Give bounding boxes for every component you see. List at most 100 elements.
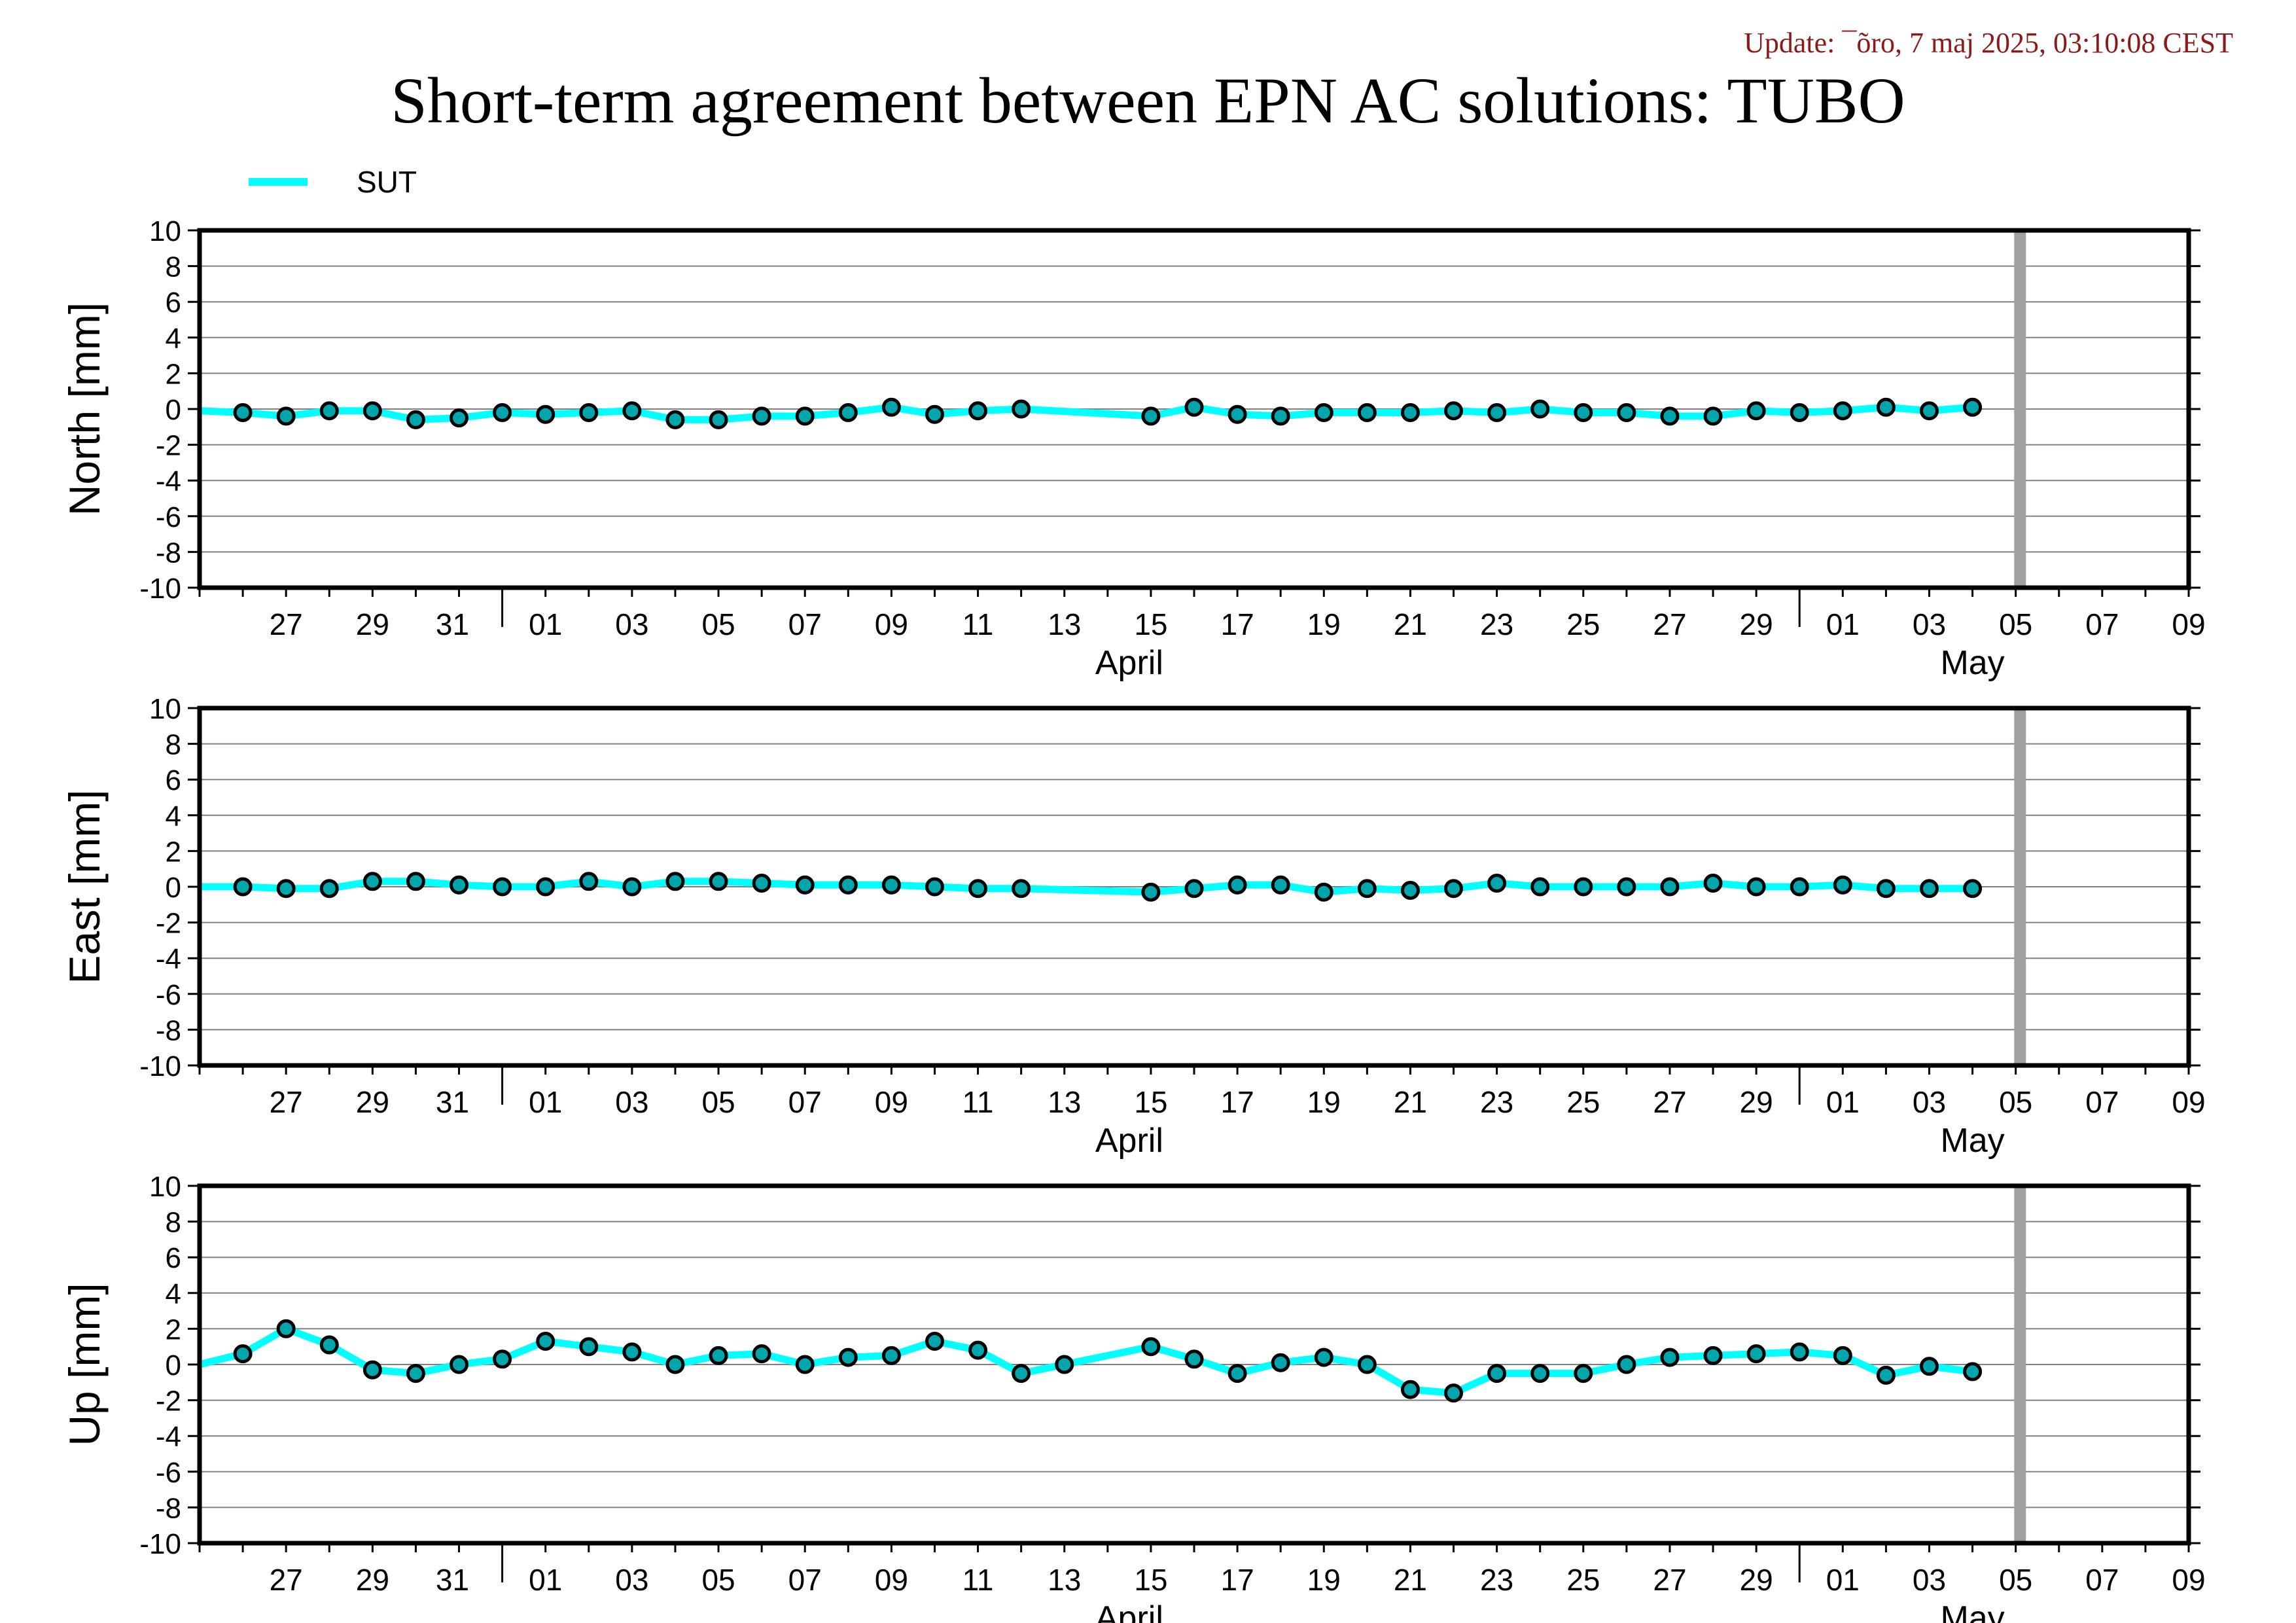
data-point xyxy=(622,1342,642,1362)
data-point xyxy=(709,410,728,429)
data-point xyxy=(1357,402,1377,422)
data-point xyxy=(1703,406,1723,426)
y-tick-label: 6 xyxy=(166,1242,181,1274)
y-tick-label: -8 xyxy=(156,1492,181,1524)
x-tick-label: 31 xyxy=(436,1563,469,1597)
data-point xyxy=(319,401,339,421)
x-tick-label: 13 xyxy=(1048,607,1081,641)
x-tick-label: 03 xyxy=(1913,607,1946,641)
month-label: May xyxy=(1940,1599,2004,1623)
y-tick-label: 4 xyxy=(166,323,181,355)
data-point xyxy=(1530,877,1550,897)
x-tick-label: 01 xyxy=(529,1085,562,1119)
data-point xyxy=(881,397,901,417)
y-tick-label: -4 xyxy=(156,1421,181,1453)
data-point xyxy=(406,872,425,891)
update-timestamp: Update: ¯õro, 7 maj 2025, 03:10:08 CEST xyxy=(1744,27,2233,59)
plot-frame xyxy=(197,228,2191,590)
x-tick-label: 27 xyxy=(1653,1563,1686,1597)
y-tick-label: 10 xyxy=(149,1171,181,1203)
data-point xyxy=(450,408,469,428)
data-point xyxy=(1660,1347,1680,1367)
data-point xyxy=(968,879,988,899)
x-tick-label: 11 xyxy=(963,1563,994,1597)
data-point xyxy=(1314,1347,1333,1367)
data-point xyxy=(665,410,685,429)
y-tick-label: 10 xyxy=(149,215,181,247)
x-tick-label: 31 xyxy=(436,1085,469,1119)
y-tick-label: 6 xyxy=(166,287,181,319)
data-point xyxy=(1400,402,1420,422)
y-tick-label: 2 xyxy=(166,836,181,868)
y-tick-label: -4 xyxy=(156,943,181,975)
y-tick-label: 0 xyxy=(166,394,181,426)
chart-panel-3: 10 86 420-2-4 -6-8 -10 Up [mm] 27 29 31 01 03 05 07 0… xyxy=(60,1171,2206,1623)
x-tick-label: 23 xyxy=(1480,1085,1513,1119)
month-label: May xyxy=(1940,1122,2004,1160)
x-tick-label: 11 xyxy=(963,1085,994,1119)
x-tick-label: 01 xyxy=(1826,1085,1860,1119)
data-point xyxy=(276,1319,296,1338)
data-point xyxy=(1271,406,1290,426)
data-point xyxy=(709,1346,728,1365)
x-tick-label: 29 xyxy=(356,607,389,641)
data-point xyxy=(752,874,771,893)
data-point xyxy=(1012,879,1031,899)
data-point xyxy=(1919,1357,1939,1376)
y-tick-label: -8 xyxy=(156,537,181,569)
x-tick-label: 07 xyxy=(788,1085,822,1119)
x-tick-label: 19 xyxy=(1307,1563,1341,1597)
data-point xyxy=(925,877,944,897)
data-point xyxy=(1617,402,1636,422)
data-point xyxy=(1400,1380,1420,1399)
series-line-sut xyxy=(199,403,1973,423)
y-tick-label: -8 xyxy=(156,1014,181,1046)
data-point xyxy=(1833,401,1852,421)
x-tick-label: 19 xyxy=(1307,607,1341,641)
x-tick-label: 03 xyxy=(1913,1085,1946,1119)
x-tick-label: 09 xyxy=(875,607,908,641)
data-point xyxy=(1617,877,1636,897)
page-title: Short-term agreement between EPN AC solu… xyxy=(391,64,1905,137)
data-point xyxy=(795,1355,815,1374)
x-tick-label: 13 xyxy=(1048,1085,1081,1119)
data-point xyxy=(536,1332,556,1351)
x-tick-label: 05 xyxy=(701,1085,735,1119)
data-point xyxy=(579,1337,599,1357)
data-point xyxy=(1357,879,1377,899)
month-label: April xyxy=(1095,1122,1163,1160)
y-tick-label: 4 xyxy=(166,1278,181,1310)
data-point xyxy=(925,1332,944,1351)
x-tick-label: 03 xyxy=(615,1563,648,1597)
x-tick-label: 09 xyxy=(875,1563,908,1597)
x-tick-label: 05 xyxy=(1999,607,2032,641)
x-tick-label: 21 xyxy=(1394,607,1427,641)
data-point xyxy=(1487,874,1507,893)
y-tick-label: 8 xyxy=(166,1207,181,1239)
data-point xyxy=(233,877,253,897)
data-point xyxy=(1919,401,1939,421)
x-tick-label: 03 xyxy=(1913,1563,1946,1597)
data-point xyxy=(1530,399,1550,419)
data-point xyxy=(1617,1355,1636,1374)
data-point xyxy=(319,879,339,899)
y-tick-label: -2 xyxy=(156,1385,181,1418)
data-point xyxy=(968,1340,988,1360)
x-tick-label: 07 xyxy=(2085,1085,2119,1119)
data-point xyxy=(1141,406,1161,426)
data-point xyxy=(1444,401,1464,421)
data-point xyxy=(925,404,944,424)
data-point xyxy=(579,402,599,422)
data-point xyxy=(1184,397,1204,417)
data-point xyxy=(1530,1364,1550,1383)
x-tick-label: 23 xyxy=(1480,607,1513,641)
data-point xyxy=(406,410,425,429)
data-point xyxy=(1963,879,1983,899)
data-point xyxy=(493,402,512,422)
x-tick-label: 29 xyxy=(1740,1563,1773,1597)
data-point xyxy=(752,1344,771,1364)
data-point xyxy=(622,401,642,421)
x-tick-label: 15 xyxy=(1134,1085,1167,1119)
x-tick-label: 17 xyxy=(1221,607,1254,641)
